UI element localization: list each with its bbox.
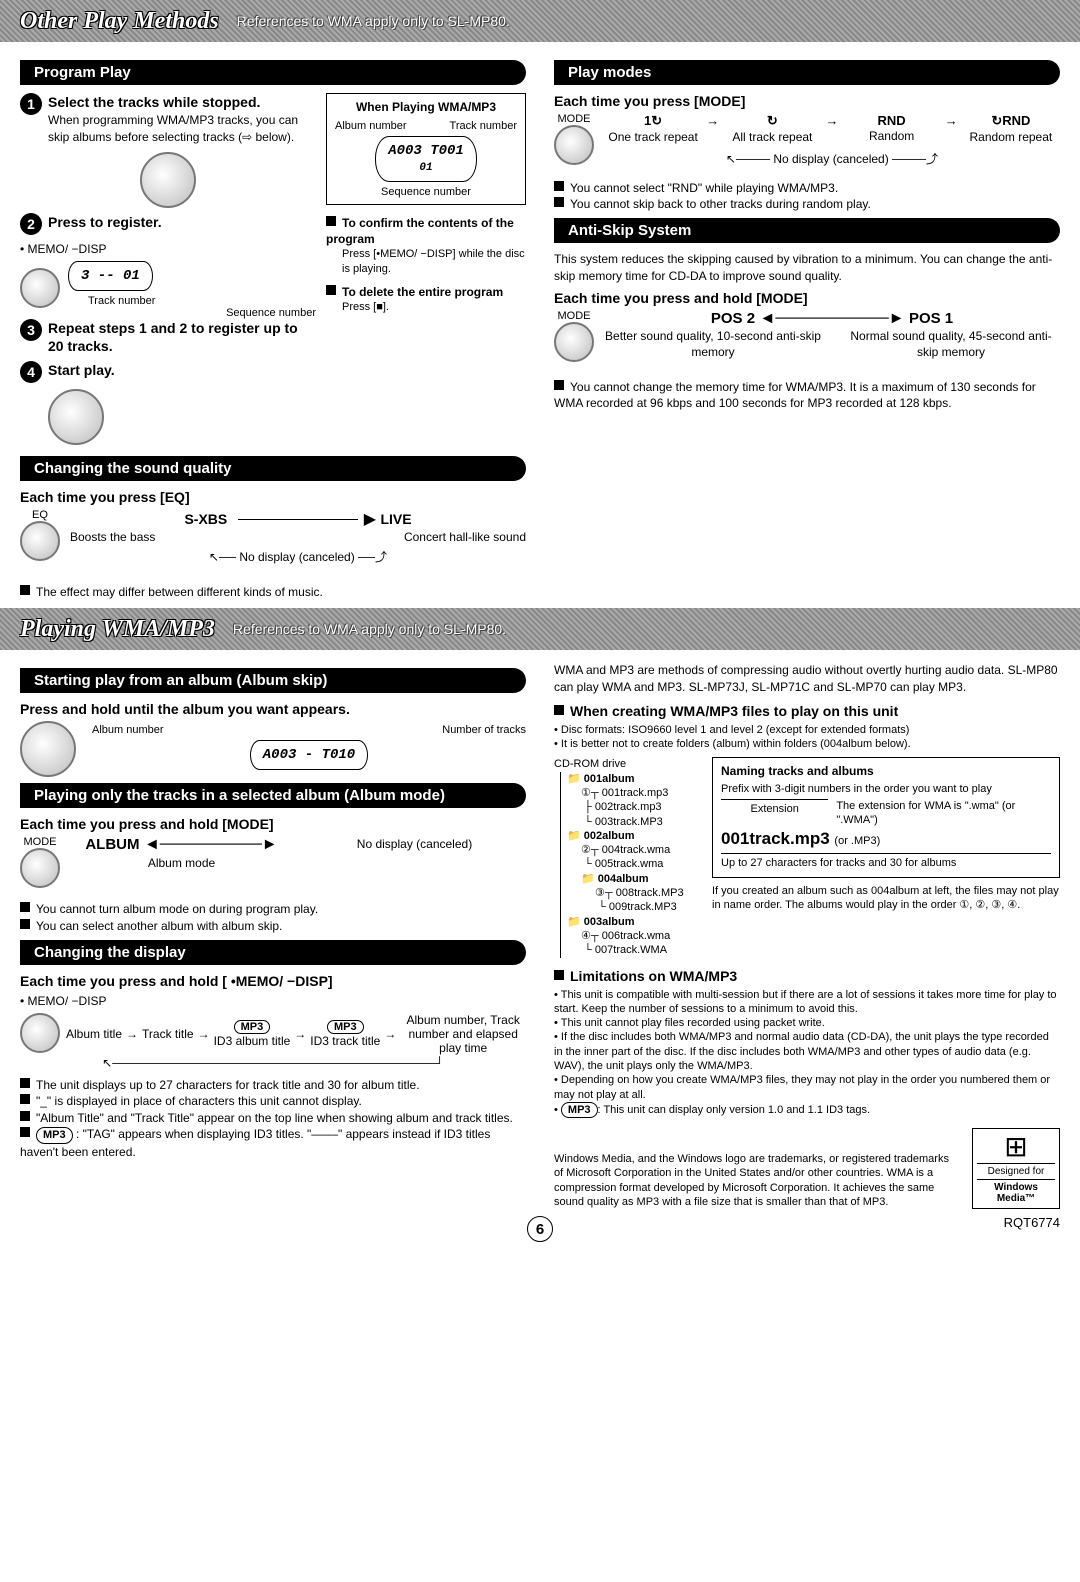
- mp3-pill-icon: MP3: [36, 1127, 73, 1144]
- banner-playing-wma: Playing WMA/MP3 References to WMA apply …: [0, 608, 1080, 650]
- mp3-pill-icon: MP3: [561, 1102, 598, 1118]
- mode-button-icon: [20, 268, 60, 308]
- mp3-pill-icon: MP3: [234, 1020, 271, 1034]
- windows-media-badge: ⊞ Designed for Windows Media™: [972, 1128, 1060, 1209]
- header-play-modes: Play modes: [554, 60, 1060, 85]
- eq-button-icon: [20, 521, 60, 561]
- header-album-skip: Starting play from an album (Album skip): [20, 668, 526, 693]
- banner-title: Other Play Methods: [20, 8, 219, 35]
- header-sound-quality: Changing the sound quality: [20, 456, 526, 481]
- jog-dial-icon: [140, 152, 196, 208]
- step-4: 4 Start play.: [20, 361, 316, 383]
- wma-mp3-box: When Playing WMA/MP3 Album number Track …: [326, 93, 526, 205]
- memo-disp-button-icon: [20, 1013, 60, 1053]
- mode-button-icon: [20, 848, 60, 888]
- header-program-play: Program Play: [20, 60, 526, 85]
- mode-button-icon: [554, 125, 594, 165]
- document-id: RQT6774: [554, 1215, 1060, 1230]
- page-number: 6: [527, 1216, 553, 1242]
- step-1: 1 Select the tracks while stopped. When …: [20, 93, 316, 146]
- lcd-display: A003 T001 01: [375, 136, 477, 182]
- banner-other-play: Other Play Methods References to WMA app…: [0, 0, 1080, 42]
- jog-dial-icon: [48, 389, 104, 445]
- step-3: 3 Repeat steps 1 and 2 to register up to…: [20, 319, 316, 355]
- trademark-text: Windows Media, and the Windows logo are …: [554, 1152, 960, 1209]
- step-2: 2 Press to register.: [20, 213, 316, 235]
- header-album-mode: Playing only the tracks in a selected al…: [20, 783, 526, 808]
- header-changing-display: Changing the display: [20, 940, 526, 965]
- lcd-display: A003 - T010: [250, 740, 368, 770]
- naming-box: Naming tracks and albums Prefix with 3-d…: [712, 757, 1060, 877]
- jog-dial-icon: [20, 721, 76, 777]
- memo-disp-label: • MEMO/ −DISP: [20, 241, 316, 257]
- filename-example: 001track.mp3 (or .MP3): [721, 829, 1051, 849]
- lcd-display: 3 -- 01: [68, 261, 153, 291]
- mode-button-icon: [554, 322, 594, 362]
- folder-tree: CD-ROM drive 📁 001album ①┬ 001track.mp3 …: [554, 757, 704, 957]
- windows-logo-icon: ⊞: [1004, 1133, 1027, 1161]
- mp3-pill-icon: MP3: [327, 1020, 364, 1034]
- banner-title: Playing WMA/MP3: [20, 616, 215, 643]
- banner-subtitle: References to WMA apply only to SL-MP80.: [237, 13, 510, 29]
- banner-subtitle: References to WMA apply only to SL-MP80.: [233, 621, 506, 637]
- header-anti-skip: Anti-Skip System: [554, 218, 1060, 243]
- arrow-icon: [238, 519, 358, 520]
